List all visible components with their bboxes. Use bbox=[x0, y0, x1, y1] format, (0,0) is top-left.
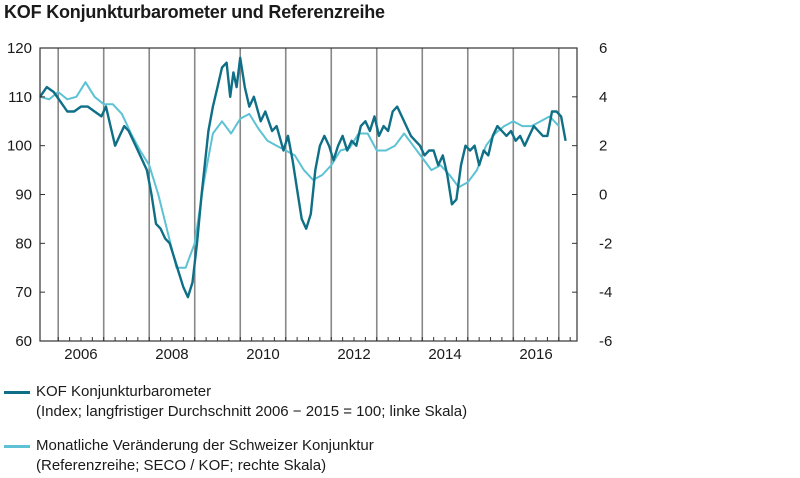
legend-line1: Monatliche Veränderung der Schweizer Kon… bbox=[36, 437, 374, 454]
legend-swatch-referenz bbox=[4, 445, 30, 448]
legend-label-referenz: Monatliche Veränderung der Schweizer Kon… bbox=[36, 436, 374, 476]
left-tick-label: 60 bbox=[15, 333, 32, 350]
left-tick-label: 80 bbox=[15, 235, 32, 252]
series-layer bbox=[39, 56, 567, 299]
x-axis-labels: 2006 2008 2010 2012 2014 2016 bbox=[64, 346, 552, 363]
legend-line1: KOF Konjunkturbarometer bbox=[36, 383, 212, 400]
right-tick-label: -4 bbox=[599, 284, 612, 301]
legend-line2: (Index; langfristiger Durchschnitt 2006 … bbox=[36, 403, 468, 420]
x-tick-label: 2010 bbox=[246, 346, 279, 363]
x-tick-label: 2006 bbox=[64, 346, 97, 363]
series-line-referenz bbox=[39, 81, 560, 269]
left-tick-label: 100 bbox=[7, 138, 32, 155]
chart-title: KOF Konjunkturbarometer und Referenzreih… bbox=[4, 2, 385, 22]
left-tick-label: 110 bbox=[8, 89, 32, 106]
legend-line2: (Referenzreihe; SECO / KOF; rechte Skala… bbox=[36, 457, 327, 474]
x-tick-label: 2016 bbox=[519, 346, 552, 363]
year-gridlines bbox=[57, 48, 560, 341]
right-tick-label: -2 bbox=[599, 235, 612, 252]
series-line-barometer bbox=[39, 56, 567, 299]
legend-label-barometer: KOF Konjunkturbarometer (Index; langfris… bbox=[36, 382, 467, 422]
chart-svg: 60 70 80 90 100 110 120 -6 -4 -2 0 2 4 6 2006 2008 201… bbox=[7, 40, 612, 363]
x-tick-label: 2014 bbox=[428, 346, 461, 363]
x-tick-label: 2012 bbox=[337, 346, 370, 363]
plot-frame bbox=[39, 47, 578, 342]
left-tick-label: 120 bbox=[7, 40, 32, 57]
right-tick-label: -6 bbox=[599, 333, 612, 350]
legend-swatch-barometer bbox=[4, 391, 30, 394]
right-tick-label: 2 bbox=[599, 138, 607, 155]
left-axis-labels: 60 70 80 90 100 110 120 bbox=[7, 40, 32, 350]
right-tick-label: 4 bbox=[599, 89, 607, 106]
right-tick-label: 6 bbox=[599, 40, 607, 57]
right-axis-labels: -6 -4 -2 0 2 4 6 bbox=[599, 40, 612, 350]
left-tick-label: 70 bbox=[15, 284, 32, 301]
x-tick-label: 2008 bbox=[155, 346, 188, 363]
axis-tick-marks bbox=[40, 47, 577, 342]
right-tick-label: 0 bbox=[599, 187, 607, 204]
left-tick-label: 90 bbox=[15, 187, 32, 204]
